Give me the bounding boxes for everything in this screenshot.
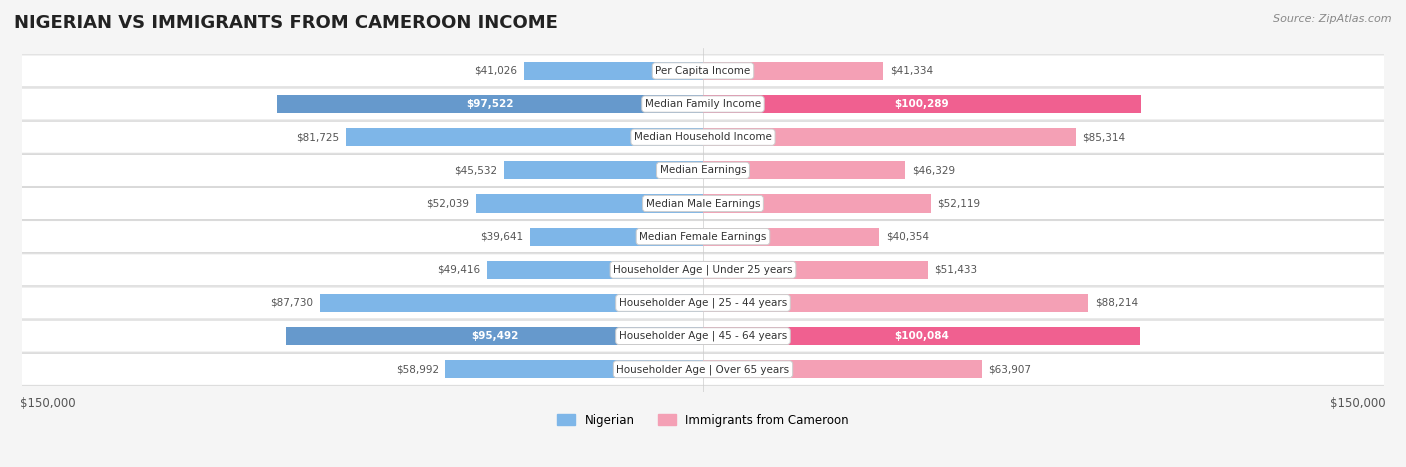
- Text: Householder Age | Over 65 years: Householder Age | Over 65 years: [616, 364, 790, 375]
- Text: $87,730: $87,730: [270, 298, 314, 308]
- Legend: Nigerian, Immigrants from Cameroon: Nigerian, Immigrants from Cameroon: [553, 409, 853, 432]
- Text: $40,354: $40,354: [886, 232, 929, 241]
- Bar: [524, 62, 703, 80]
- Text: $52,039: $52,039: [426, 198, 470, 208]
- Bar: [505, 161, 703, 179]
- Bar: [703, 360, 981, 378]
- Bar: [703, 194, 931, 212]
- FancyBboxPatch shape: [15, 287, 1391, 319]
- Bar: [703, 261, 928, 279]
- Text: Median Household Income: Median Household Income: [634, 132, 772, 142]
- FancyBboxPatch shape: [15, 88, 1391, 120]
- Bar: [446, 360, 703, 378]
- Text: Median Male Earnings: Median Male Earnings: [645, 198, 761, 208]
- Text: NIGERIAN VS IMMIGRANTS FROM CAMEROON INCOME: NIGERIAN VS IMMIGRANTS FROM CAMEROON INC…: [14, 14, 558, 32]
- Text: $41,026: $41,026: [474, 66, 517, 76]
- Bar: [346, 128, 703, 146]
- Bar: [703, 327, 1140, 345]
- FancyBboxPatch shape: [15, 221, 1391, 253]
- Bar: [475, 194, 703, 212]
- Text: $100,289: $100,289: [894, 99, 949, 109]
- FancyBboxPatch shape: [15, 55, 1391, 87]
- Text: $97,522: $97,522: [467, 99, 513, 109]
- Text: Median Family Income: Median Family Income: [645, 99, 761, 109]
- Bar: [703, 62, 883, 80]
- Text: Householder Age | 25 - 44 years: Householder Age | 25 - 44 years: [619, 298, 787, 308]
- Bar: [277, 95, 703, 113]
- Text: $81,725: $81,725: [297, 132, 340, 142]
- Text: Householder Age | Under 25 years: Householder Age | Under 25 years: [613, 265, 793, 275]
- Text: $51,433: $51,433: [934, 265, 977, 275]
- Text: $49,416: $49,416: [437, 265, 481, 275]
- Bar: [703, 128, 1076, 146]
- Bar: [703, 294, 1088, 312]
- Text: Median Earnings: Median Earnings: [659, 165, 747, 175]
- Text: $58,992: $58,992: [395, 364, 439, 374]
- Text: $95,492: $95,492: [471, 331, 519, 341]
- FancyBboxPatch shape: [15, 354, 1391, 385]
- Bar: [530, 227, 703, 246]
- Text: $46,329: $46,329: [912, 165, 955, 175]
- Text: $45,532: $45,532: [454, 165, 498, 175]
- Bar: [285, 327, 703, 345]
- Text: Householder Age | 45 - 64 years: Householder Age | 45 - 64 years: [619, 331, 787, 341]
- Text: $39,641: $39,641: [481, 232, 523, 241]
- Bar: [703, 227, 879, 246]
- Bar: [488, 261, 703, 279]
- Text: $52,119: $52,119: [938, 198, 980, 208]
- FancyBboxPatch shape: [15, 320, 1391, 352]
- Bar: [321, 294, 703, 312]
- FancyBboxPatch shape: [15, 254, 1391, 286]
- Text: Per Capita Income: Per Capita Income: [655, 66, 751, 76]
- Text: Source: ZipAtlas.com: Source: ZipAtlas.com: [1274, 14, 1392, 24]
- Text: $88,214: $88,214: [1095, 298, 1137, 308]
- Text: $63,907: $63,907: [988, 364, 1032, 374]
- Bar: [703, 161, 905, 179]
- FancyBboxPatch shape: [15, 121, 1391, 153]
- Text: $41,334: $41,334: [890, 66, 934, 76]
- FancyBboxPatch shape: [15, 188, 1391, 219]
- FancyBboxPatch shape: [15, 155, 1391, 186]
- Text: Median Female Earnings: Median Female Earnings: [640, 232, 766, 241]
- Text: $85,314: $85,314: [1083, 132, 1125, 142]
- Bar: [703, 95, 1140, 113]
- Text: $100,084: $100,084: [894, 331, 949, 341]
